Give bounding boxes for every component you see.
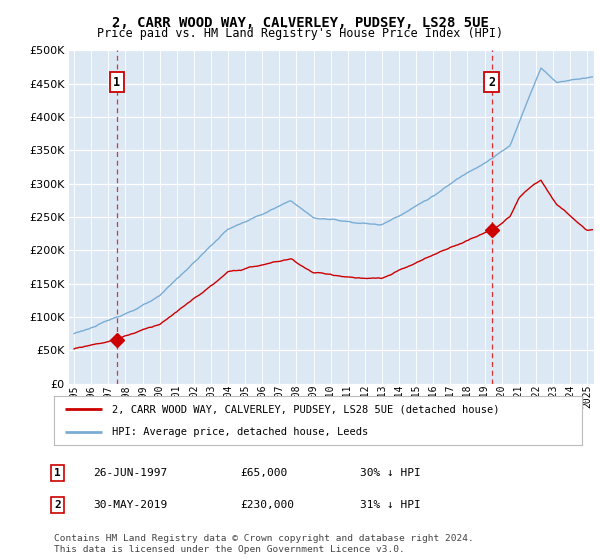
Text: 1: 1 [54, 468, 61, 478]
Text: 31% ↓ HPI: 31% ↓ HPI [360, 500, 421, 510]
Text: £65,000: £65,000 [240, 468, 287, 478]
Text: HPI: Average price, detached house, Leeds: HPI: Average price, detached house, Leed… [112, 427, 368, 437]
Text: 2, CARR WOOD WAY, CALVERLEY, PUDSEY, LS28 5UE: 2, CARR WOOD WAY, CALVERLEY, PUDSEY, LS2… [112, 16, 488, 30]
Text: £230,000: £230,000 [240, 500, 294, 510]
Text: 1: 1 [113, 76, 120, 88]
Text: 2: 2 [54, 500, 61, 510]
Text: 30% ↓ HPI: 30% ↓ HPI [360, 468, 421, 478]
Text: Contains HM Land Registry data © Crown copyright and database right 2024.: Contains HM Land Registry data © Crown c… [54, 534, 474, 543]
Text: 2, CARR WOOD WAY, CALVERLEY, PUDSEY, LS28 5UE (detached house): 2, CARR WOOD WAY, CALVERLEY, PUDSEY, LS2… [112, 404, 500, 414]
Text: Price paid vs. HM Land Registry's House Price Index (HPI): Price paid vs. HM Land Registry's House … [97, 27, 503, 40]
Text: This data is licensed under the Open Government Licence v3.0.: This data is licensed under the Open Gov… [54, 545, 405, 554]
Text: 30-MAY-2019: 30-MAY-2019 [93, 500, 167, 510]
Text: 2: 2 [488, 76, 495, 88]
Text: 26-JUN-1997: 26-JUN-1997 [93, 468, 167, 478]
